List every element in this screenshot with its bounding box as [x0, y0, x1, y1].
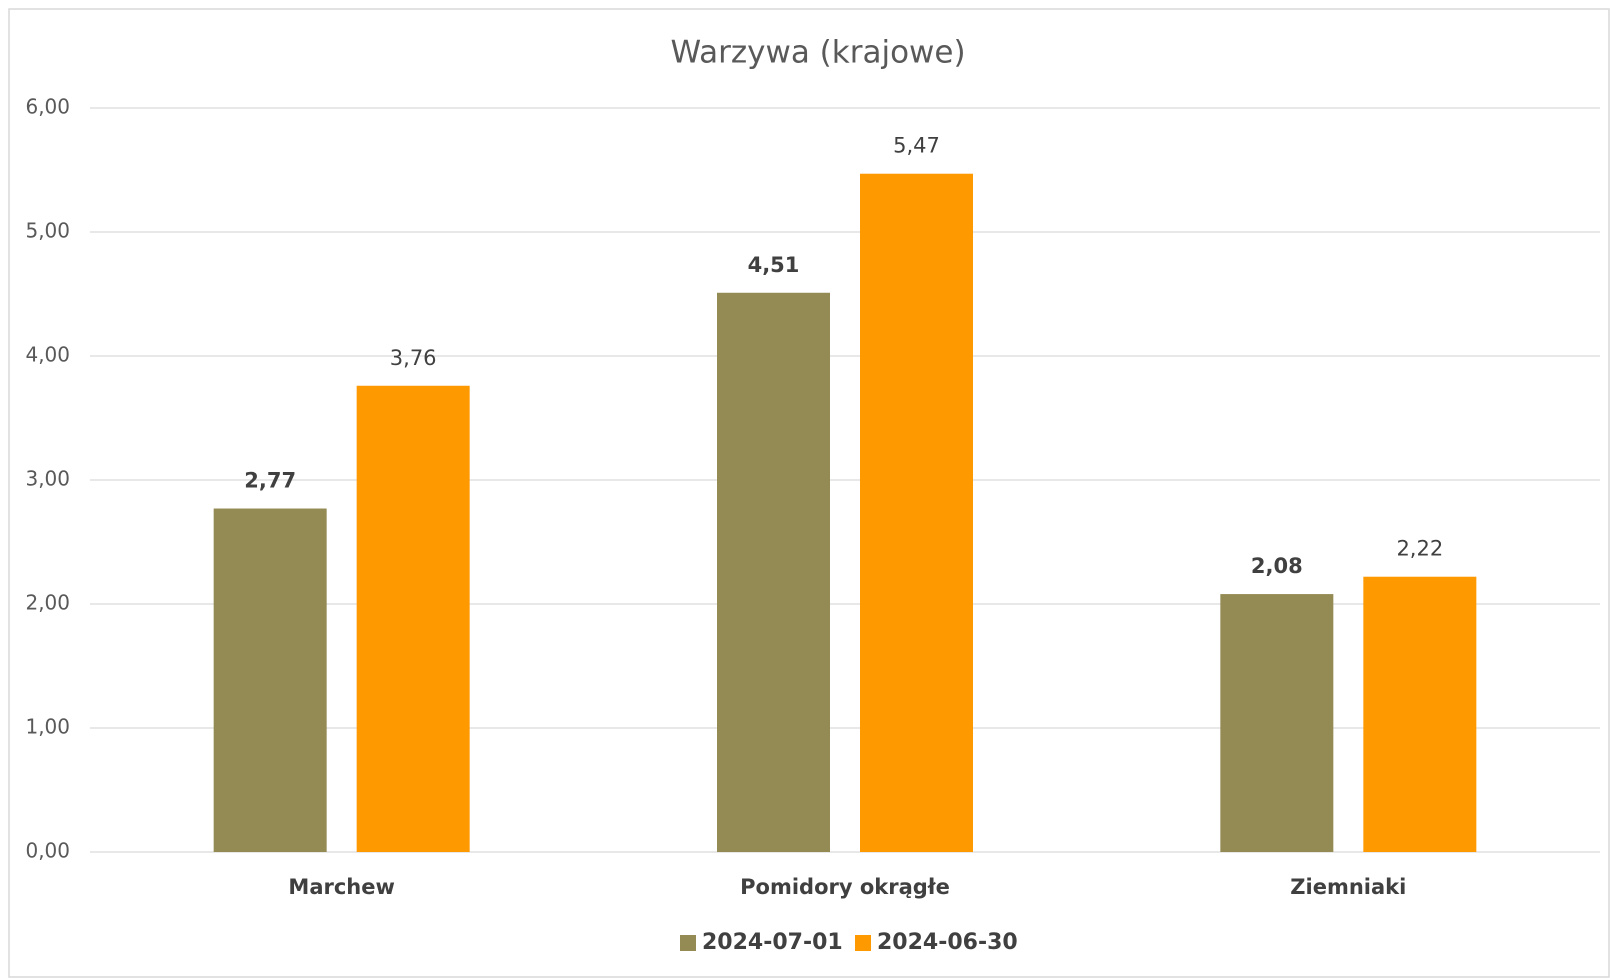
- y-tick-label: 6,00: [25, 95, 70, 119]
- bar: [1220, 594, 1334, 852]
- y-tick-label: 2,00: [25, 591, 70, 615]
- x-tick-label: Ziemniaki: [1290, 875, 1406, 899]
- bar: [356, 385, 470, 852]
- bar: [860, 173, 973, 853]
- y-tick-label: 0,00: [25, 839, 70, 863]
- x-tick-label: Marchew: [288, 875, 394, 899]
- y-tick-label: 4,00: [25, 343, 70, 367]
- value-label: 2,08: [1251, 554, 1303, 578]
- legend-label: 2024-07-01: [702, 930, 843, 955]
- legend-label: 2024-06-30: [877, 930, 1018, 955]
- chart-title: Warzywa (krajowe): [670, 35, 965, 71]
- value-label: 2,22: [1396, 537, 1443, 561]
- bar: [213, 508, 327, 852]
- legend-swatch: [855, 935, 871, 951]
- y-tick-label: 3,00: [25, 467, 70, 491]
- bar: [717, 292, 830, 852]
- y-tick-label: 5,00: [25, 219, 70, 243]
- value-label: 2,77: [244, 469, 296, 493]
- bar: [1363, 576, 1477, 852]
- value-label: 3,76: [390, 346, 437, 370]
- x-tick-label: Pomidory okrągłe: [740, 875, 950, 899]
- value-label: 5,47: [893, 134, 940, 158]
- legend-swatch: [680, 935, 696, 951]
- y-tick-label: 1,00: [25, 715, 70, 739]
- value-label: 4,51: [748, 253, 800, 277]
